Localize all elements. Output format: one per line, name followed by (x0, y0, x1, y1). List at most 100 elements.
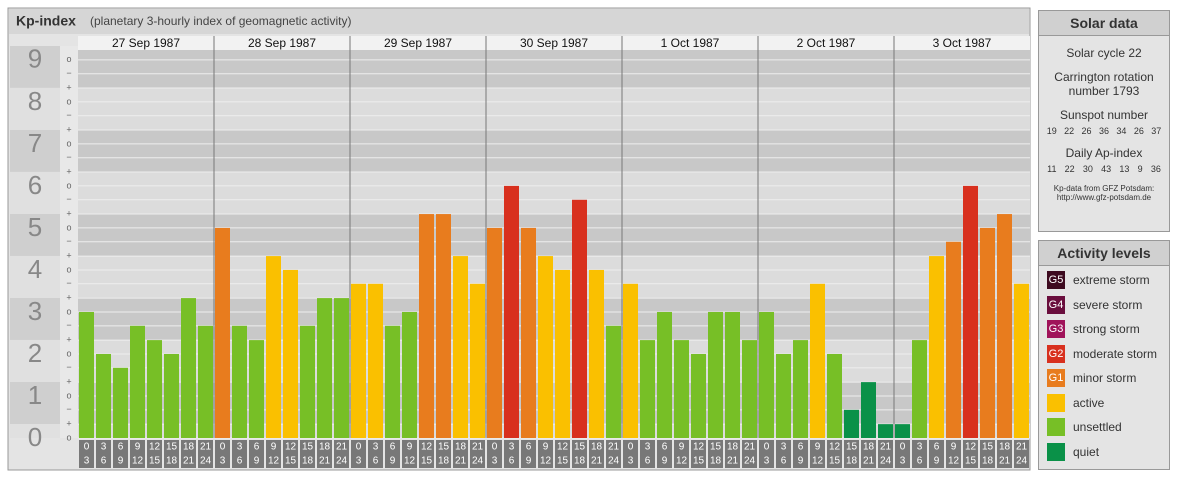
axis-band (10, 213, 60, 256)
x-tick-label: 18 (710, 456, 722, 467)
bar (759, 311, 774, 438)
x-tick-label: 6 (917, 456, 923, 467)
y-tick-label: o (66, 432, 71, 442)
bar (572, 199, 587, 438)
y-tick-label: − (66, 362, 71, 372)
bar (96, 353, 111, 438)
sunspot-value: 37 (1151, 126, 1162, 136)
x-tick-label: 24 (744, 456, 756, 467)
bar (861, 382, 876, 438)
axis-band (10, 255, 60, 298)
chart-title: Kp-index (16, 13, 76, 29)
bar (827, 353, 842, 438)
y-tick-label: + (66, 376, 71, 386)
x-tick-label: 3 (509, 442, 515, 453)
bar (283, 269, 298, 438)
band (78, 255, 1030, 298)
hour-box (1014, 440, 1029, 468)
x-tick-label: 9 (662, 456, 668, 467)
x-tick-label: 15 (710, 442, 722, 453)
x-tick-label: 12 (132, 456, 144, 467)
x-tick-label: 15 (166, 442, 178, 453)
x-tick-label: 15 (965, 456, 977, 467)
bar (912, 340, 927, 438)
hour-box (334, 440, 349, 468)
ap-value: 13 (1119, 164, 1130, 174)
hour-box (402, 440, 417, 468)
x-tick-label: 6 (254, 442, 260, 453)
x-tick-label: 3 (781, 442, 787, 453)
hour-box (606, 440, 621, 468)
ap-value: 43 (1101, 164, 1112, 174)
legend-label: severe storm (1073, 297, 1143, 312)
y-major-label: 4 (28, 254, 42, 284)
hour-box (623, 440, 638, 468)
x-tick-label: 18 (302, 456, 314, 467)
hour-box (96, 440, 111, 468)
legend-swatch (1047, 442, 1065, 461)
x-tick-label: 3 (101, 442, 107, 453)
x-tick-label: 18 (863, 442, 875, 453)
x-tick-label: 9 (407, 442, 413, 453)
ap-row: 11 22 30 43 13 9 36 (1039, 164, 1169, 174)
legend-item: quiet (1039, 440, 1169, 465)
bar (232, 325, 247, 438)
x-tick-label: 18 (982, 456, 994, 467)
y-major-label: 7 (28, 128, 42, 158)
x-tick-label: 12 (812, 456, 824, 467)
hour-box (487, 440, 502, 468)
bar (691, 353, 706, 438)
chart-subtitle: (planetary 3-hourly index of geomagnetic… (90, 14, 351, 28)
x-tick-label: 0 (900, 442, 906, 453)
x-tick-label: 15 (693, 456, 705, 467)
x-tick-label: 15 (421, 456, 433, 467)
bar (130, 325, 145, 438)
date-label: 29 Sep 1987 (384, 36, 452, 50)
x-tick-label: 0 (220, 442, 226, 453)
sunspot-value: 22 (1064, 126, 1075, 136)
y-tick-label: o (66, 306, 71, 316)
x-tick-label: 18 (455, 442, 467, 453)
bar (929, 256, 944, 438)
legend-item: G5 extreme storm (1039, 268, 1169, 293)
bar (674, 340, 689, 438)
hour-box (895, 440, 910, 468)
hour-box (266, 440, 281, 468)
y-tick-label: o (66, 138, 71, 148)
x-tick-label: 12 (285, 442, 297, 453)
bar (640, 340, 655, 438)
x-tick-label: 18 (591, 442, 603, 453)
hour-box (317, 440, 332, 468)
band (78, 129, 1030, 172)
hour-box (640, 440, 655, 468)
bar (521, 227, 536, 438)
bar (317, 298, 332, 438)
sunspot-value: 36 (1098, 126, 1109, 136)
hour-box (521, 440, 536, 468)
x-tick-label: 21 (183, 456, 195, 467)
x-tick-label: 6 (118, 442, 124, 453)
x-tick-label: 9 (679, 442, 685, 453)
hour-box (946, 440, 961, 468)
x-tick-label: 18 (727, 442, 739, 453)
hour-box (385, 440, 400, 468)
x-tick-label: 15 (438, 442, 450, 453)
x-tick-label: 12 (149, 442, 161, 453)
x-tick-label: 3 (492, 456, 498, 467)
legend-label: active (1073, 395, 1105, 410)
ap-value: 30 (1082, 164, 1093, 174)
hour-box (929, 440, 944, 468)
legend-label: minor storm (1073, 371, 1137, 386)
x-tick-label: 12 (268, 456, 280, 467)
solar-cycle: Solar cycle 22 (1066, 46, 1142, 60)
axis-band (10, 297, 60, 340)
x-tick-label: 9 (526, 456, 532, 467)
x-tick-label: 21 (608, 442, 620, 453)
legend-label: quiet (1073, 444, 1100, 459)
x-tick-label: 12 (557, 442, 569, 453)
legend-item: G3 strong storm (1039, 317, 1169, 342)
source-url: http://www.gfz-potsdam.de (1056, 193, 1152, 202)
bar (266, 256, 281, 438)
bar (538, 256, 553, 438)
axis-band (10, 87, 60, 130)
